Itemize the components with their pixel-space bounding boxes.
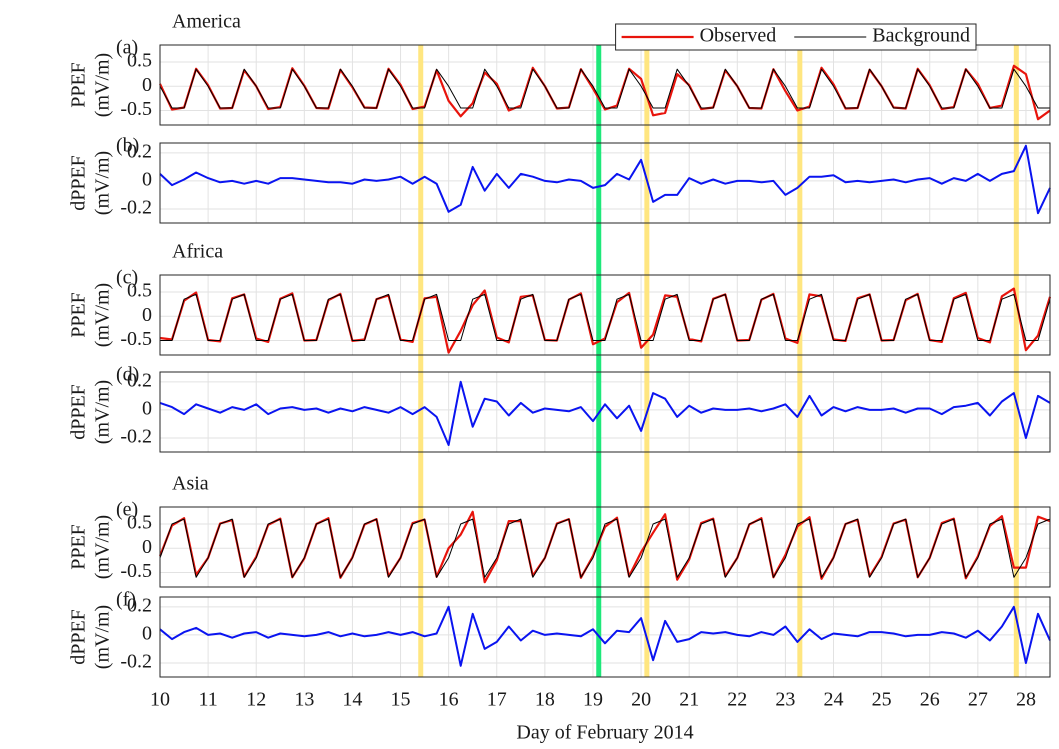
plot-frame <box>159 371 1051 453</box>
event-line <box>596 45 602 677</box>
series-line <box>159 380 1051 446</box>
panel-label: (c) <box>116 267 138 289</box>
y-axis-label: (mV/m) <box>92 605 114 669</box>
plot-frame <box>159 506 1051 588</box>
series-line <box>159 68 1050 109</box>
x-tick-label: 18 <box>535 689 555 711</box>
x-tick-label: 20 <box>631 689 651 711</box>
x-tick-label: 14 <box>342 689 362 711</box>
panel-label: (e) <box>116 499 138 521</box>
backgrounds <box>160 45 1050 677</box>
y-tick-label: 0.5 <box>127 512 152 534</box>
x-tick-label: 22 <box>727 689 747 711</box>
x-tick-label: 28 <box>1016 689 1036 711</box>
x-tick-label: 16 <box>439 689 459 711</box>
y-tick-label: 0 <box>142 622 152 644</box>
legend-label: Observed <box>700 25 777 47</box>
y-axis-label: (mV/m) <box>92 380 114 444</box>
y-tick-label: 0 <box>142 74 152 96</box>
legend-label: Background <box>872 25 970 47</box>
y-axis-label: dPPEF <box>68 384 90 440</box>
y-tick-label: 0.2 <box>127 594 152 616</box>
y-tick-label: 0.5 <box>127 50 152 72</box>
y-axis-label: (mV/m) <box>92 515 114 579</box>
x-tick-label: 17 <box>487 689 507 711</box>
series-line <box>159 144 1051 215</box>
plot-frame <box>159 274 1051 356</box>
event-line <box>418 45 424 677</box>
plot-area <box>160 143 1050 223</box>
y-tick-label: 0 <box>142 168 152 190</box>
plot-area <box>160 45 1050 125</box>
event-line <box>1013 45 1019 677</box>
y-axis-label: dPPEF <box>68 609 90 665</box>
x-tick-label: 13 <box>294 689 314 711</box>
y-axis-label: PPEF <box>68 524 90 570</box>
y-tick-label: -0.2 <box>120 651 152 673</box>
panel-title: America <box>172 11 241 33</box>
y-tick-label: -0.5 <box>120 98 152 120</box>
plot-area <box>160 275 1050 355</box>
data <box>158 64 1052 667</box>
x-tick-label: 15 <box>391 689 411 711</box>
y-tick-label: 0 <box>142 397 152 419</box>
y-axis-label: PPEF <box>68 62 90 108</box>
plot-frame <box>159 596 1051 678</box>
x-axis-label: Day of February 2014 <box>516 722 693 744</box>
plot-frame <box>159 44 1051 126</box>
panel-label: (d) <box>116 364 139 386</box>
x-tick-label: 23 <box>775 689 795 711</box>
y-tick-label: -0.2 <box>120 426 152 448</box>
x-tick-label: 19 <box>583 689 603 711</box>
panel-label: (a) <box>116 37 138 59</box>
x-tick-label: 26 <box>920 689 940 711</box>
y-axis-label: (mV/m) <box>92 151 114 215</box>
x-tick-label: 27 <box>968 689 988 711</box>
y-tick-label: -0.5 <box>120 328 152 350</box>
panel-label: (b) <box>116 135 139 157</box>
panel-label: (f) <box>116 589 136 611</box>
plot-area <box>160 372 1050 452</box>
y-tick-label: 0.5 <box>127 280 152 302</box>
y-axis-label: PPEF <box>68 292 90 338</box>
event-line <box>797 45 803 677</box>
x-tick-label: 24 <box>824 689 844 711</box>
y-tick-label: -0.2 <box>120 197 152 219</box>
y-axis-label: (mV/m) <box>92 53 114 117</box>
y-tick-label: -0.5 <box>120 560 152 582</box>
x-tick-label: 11 <box>198 689 217 711</box>
series-line <box>159 518 1051 578</box>
panel-title: Africa <box>172 241 223 263</box>
y-axis-label: (mV/m) <box>92 283 114 347</box>
series-line <box>159 605 1051 667</box>
event-line <box>644 45 650 677</box>
x-tick-label: 10 <box>150 689 170 711</box>
y-tick-label: 0.2 <box>127 140 152 162</box>
panel-title: Asia <box>172 473 209 495</box>
y-axis-label: dPPEF <box>68 155 90 211</box>
y-tick-label: 0 <box>142 304 152 326</box>
x-tick-label: 12 <box>246 689 266 711</box>
event-lines <box>418 45 1019 677</box>
x-tick-label: 21 <box>679 689 699 711</box>
plot-frame <box>159 142 1051 224</box>
series-line <box>160 293 1051 341</box>
y-tick-label: 0 <box>142 536 152 558</box>
y-tick-label: 0.2 <box>127 369 152 391</box>
legend: Observed Background <box>615 23 977 51</box>
plot-area <box>160 597 1050 677</box>
x-tick-label: 25 <box>872 689 892 711</box>
